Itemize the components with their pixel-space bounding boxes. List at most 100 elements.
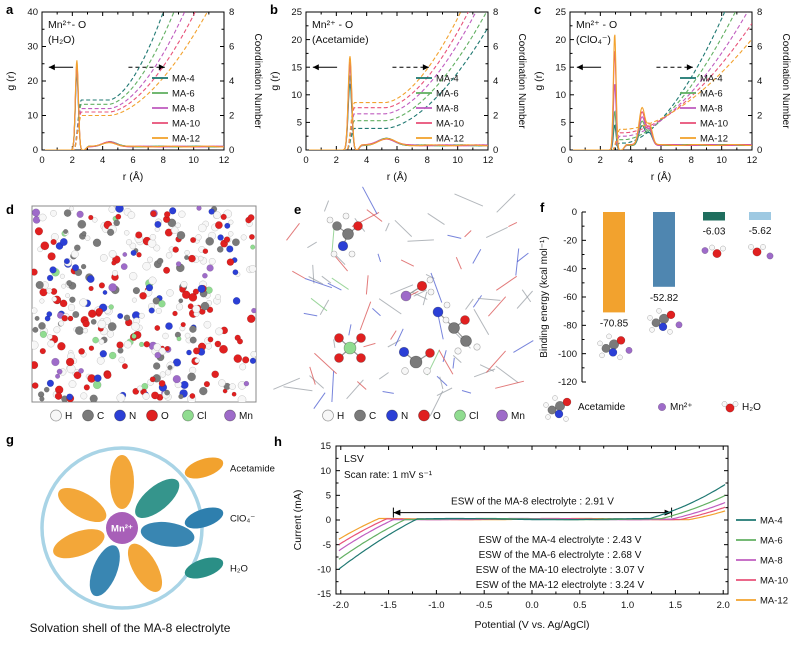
atom-O	[82, 319, 90, 328]
g-r-curve-MA-12	[309, 56, 488, 150]
atom-H	[82, 328, 89, 334]
atom-H	[205, 342, 212, 350]
bond-wire	[442, 350, 447, 363]
cluster-atom-Mn	[400, 290, 412, 302]
atom-H	[153, 343, 162, 352]
y-tick-label: -80	[563, 321, 577, 332]
atom-C	[38, 322, 46, 330]
atom-Cl	[131, 333, 137, 339]
y-left-axis-label: g (r)	[5, 71, 17, 90]
cluster-atom-O	[416, 280, 428, 292]
x-tick-label: 10	[188, 155, 199, 166]
x-tick-label: 0	[39, 155, 44, 166]
bond-wire	[377, 253, 382, 263]
cluster-atom-C	[409, 355, 423, 369]
atom-O	[57, 342, 66, 351]
atom-O	[189, 393, 196, 399]
atom-Cl	[92, 336, 99, 344]
x-tick-label: 6	[130, 155, 135, 166]
x-tick-label: 1.5	[669, 600, 682, 611]
atom-H	[127, 211, 136, 219]
molecule-atom-C-icon	[547, 405, 557, 415]
molecule-atom-O-icon	[666, 310, 676, 320]
atom-H	[53, 326, 61, 334]
legend-label-MA-4: MA-4	[700, 73, 723, 84]
y-tick-label: 0	[572, 207, 577, 218]
bond-wire	[495, 380, 525, 389]
atom-O	[150, 210, 157, 218]
atom-C	[200, 301, 210, 311]
bond-wire	[496, 193, 516, 213]
atom-legend-label-Mn: Mn	[239, 411, 253, 422]
panel-f-binding-energy-chart: 0 -20 -40 -60 -80 -100 -120 Binding energy (kca…	[539, 207, 774, 422]
y-right-tick-label: 0	[757, 145, 762, 156]
plot-frame	[41, 11, 225, 151]
atom-N	[71, 264, 79, 272]
legend-label-MA-4: MA-4	[436, 73, 459, 84]
atom-H	[118, 356, 125, 364]
lsv-curve-MA-4	[338, 483, 726, 570]
atom-H	[184, 332, 191, 339]
panel-label-a: a	[6, 2, 14, 17]
atom-legend-N-icon	[386, 409, 398, 422]
atom-C	[77, 219, 87, 229]
bond-wire	[390, 284, 414, 295]
atom-H	[228, 219, 234, 225]
panel-g-solvation-shell-diagram: Mn²⁺ Acetamide ClO₄⁻ H₂O Solvation shell of …	[30, 446, 275, 635]
atom-H	[84, 235, 91, 241]
x-tick-label: 10	[452, 155, 463, 166]
atom-H	[197, 255, 204, 262]
atom-N	[49, 266, 57, 274]
atom-O	[246, 314, 256, 324]
atom-H	[250, 351, 256, 358]
atom-H	[125, 239, 132, 246]
atom-H	[92, 217, 98, 223]
bond-wire	[464, 230, 472, 238]
atom-O	[50, 238, 57, 246]
atom-H	[32, 340, 39, 350]
y-right-tick-label: 6	[757, 42, 762, 53]
atom-H	[47, 334, 53, 340]
atom-O	[32, 382, 39, 389]
bond-wire	[477, 297, 501, 301]
atom-H	[59, 273, 65, 279]
atom-legend-Cl-icon	[454, 409, 466, 422]
atom-O	[207, 336, 214, 343]
cluster-atom-C	[342, 228, 354, 240]
atom-H	[240, 234, 247, 241]
atom-C	[176, 230, 186, 240]
legend-label-mn: Mn²⁺	[670, 402, 693, 413]
atom-C	[189, 325, 197, 333]
atom-Cl	[141, 382, 149, 390]
atom-H	[67, 303, 76, 312]
x-tick-label: 4	[628, 155, 633, 166]
cluster-atom-N	[432, 306, 444, 318]
atom-O	[233, 354, 243, 363]
bond-wire	[363, 342, 376, 348]
cluster-atom-O	[334, 353, 344, 363]
panel-title-line2: (Acetamide)	[312, 34, 369, 46]
y-tick-label: -120	[558, 377, 577, 388]
atom-O	[192, 288, 200, 295]
y-tick-label: -60	[563, 292, 577, 303]
solvation-petal-4	[89, 545, 120, 597]
bond-wire	[465, 298, 474, 310]
y-tick-label: -40	[563, 264, 577, 275]
atom-H	[137, 385, 143, 392]
cluster-atom-N	[398, 346, 410, 358]
atom-O	[220, 213, 227, 221]
atom-legend-Mn-icon	[496, 409, 508, 422]
arrow-head-icon	[312, 64, 319, 71]
x-tick-label: 8	[689, 155, 694, 166]
y-left-tick-label: 10	[27, 111, 38, 122]
atom-H	[239, 363, 247, 371]
bond-wire	[473, 308, 490, 336]
atom-Cl	[39, 330, 48, 339]
atom-H	[98, 338, 105, 345]
atom-H	[158, 347, 167, 355]
lsv-curves-group	[338, 483, 726, 570]
bond-wire	[429, 390, 444, 417]
bond-wire	[496, 275, 517, 291]
y-right-tick-label: 8	[757, 7, 762, 18]
atom-O	[247, 214, 255, 222]
